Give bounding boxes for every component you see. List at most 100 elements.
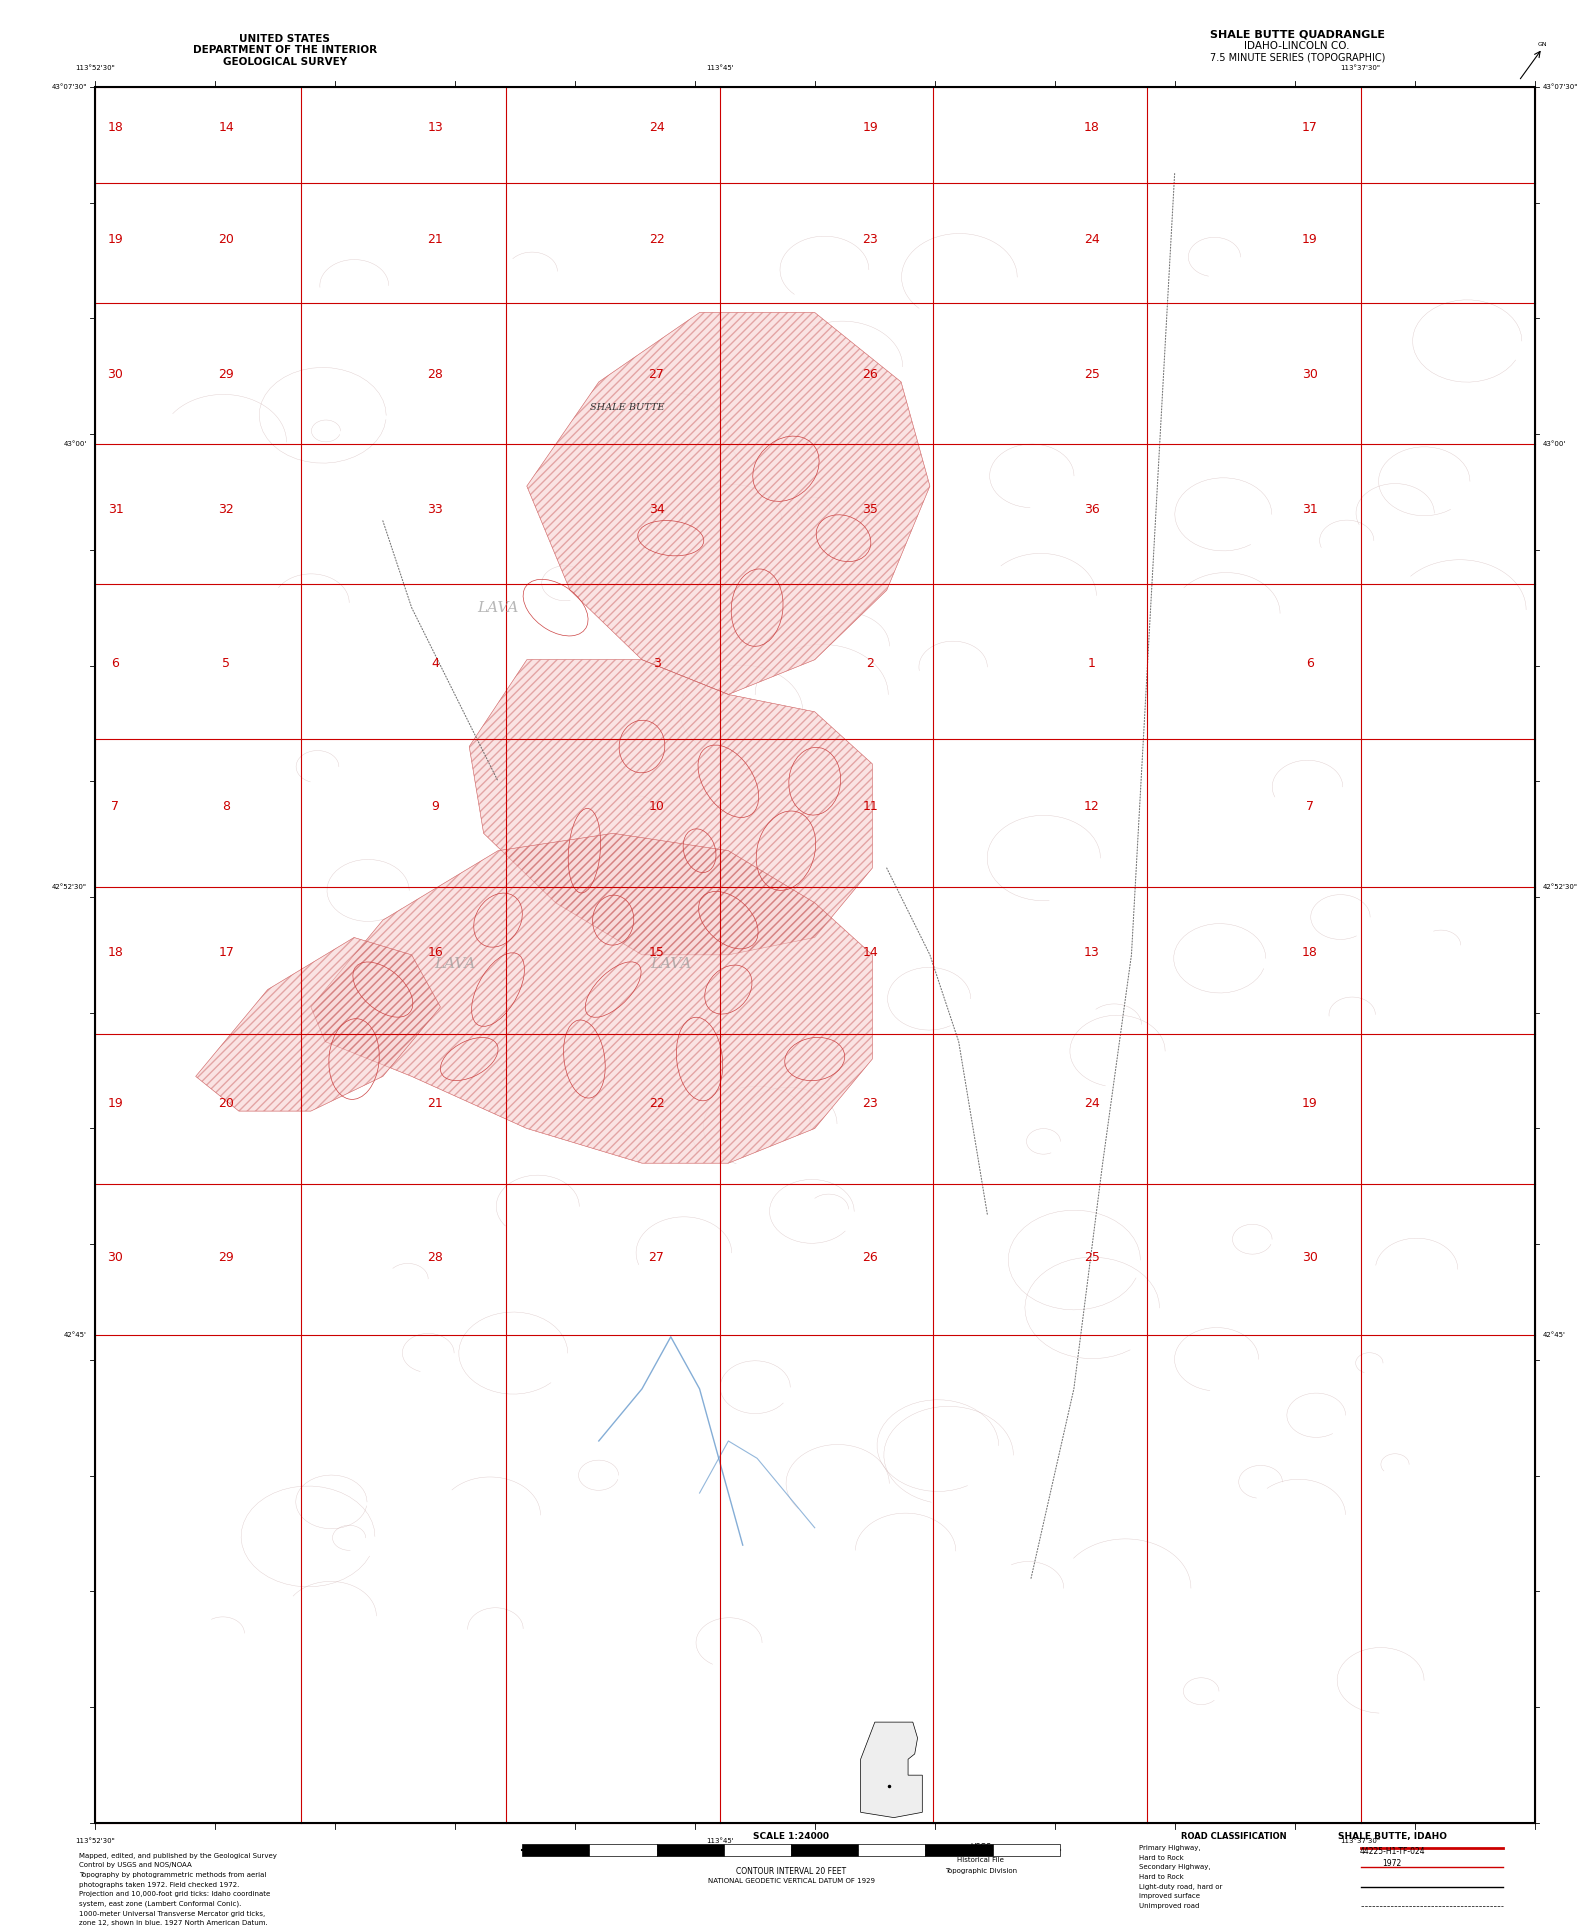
- Text: Light-duty road, hard or: Light-duty road, hard or: [1139, 1883, 1223, 1890]
- Text: 113°52'30": 113°52'30": [74, 1838, 115, 1844]
- Text: Control by USGS and NOS/NOAA: Control by USGS and NOS/NOAA: [79, 1861, 191, 1869]
- Text: 43°00': 43°00': [1542, 440, 1566, 448]
- Text: Primary Highway,: Primary Highway,: [1139, 1844, 1201, 1852]
- Text: 20: 20: [218, 233, 234, 245]
- Text: LAVA: LAVA: [650, 957, 691, 970]
- Text: USGS: USGS: [970, 1844, 992, 1852]
- Text: 42°52'30": 42°52'30": [52, 883, 87, 891]
- Polygon shape: [470, 660, 872, 955]
- Text: 19: 19: [1302, 1098, 1318, 1109]
- Text: 30: 30: [108, 368, 123, 380]
- Text: 26: 26: [862, 1252, 878, 1263]
- Text: 7.5 MINUTE SERIES (TOPOGRAPHIC): 7.5 MINUTE SERIES (TOPOGRAPHIC): [1210, 52, 1384, 64]
- Text: 36: 36: [1084, 503, 1099, 515]
- Text: 19: 19: [1302, 233, 1318, 245]
- Text: 8: 8: [221, 801, 231, 812]
- Text: Historical File: Historical File: [957, 1856, 1005, 1863]
- Text: 19: 19: [108, 233, 123, 245]
- Text: 28: 28: [427, 368, 443, 380]
- Text: 25: 25: [1084, 1252, 1099, 1263]
- Polygon shape: [527, 312, 930, 694]
- Text: 17: 17: [218, 947, 234, 959]
- Text: 26: 26: [862, 368, 878, 380]
- Text: 10: 10: [649, 801, 664, 812]
- Text: 18: 18: [108, 947, 123, 959]
- Text: 22: 22: [649, 1098, 664, 1109]
- Text: 18: 18: [1084, 122, 1099, 133]
- Text: 113°45': 113°45': [706, 66, 734, 71]
- Text: 17: 17: [1302, 122, 1318, 133]
- Text: GEOLOGICAL SURVEY: GEOLOGICAL SURVEY: [223, 56, 346, 68]
- Text: 4: 4: [432, 658, 438, 669]
- Text: 12: 12: [1084, 801, 1099, 812]
- Text: UNITED STATES: UNITED STATES: [239, 33, 331, 44]
- Text: 18: 18: [1302, 947, 1318, 959]
- Bar: [859, 1844, 925, 1856]
- Text: 11: 11: [862, 801, 878, 812]
- Text: 29: 29: [218, 1252, 234, 1263]
- Text: IDAHO-LINCOLN CO.: IDAHO-LINCOLN CO.: [1245, 41, 1349, 52]
- Text: 1972: 1972: [1383, 1860, 1402, 1867]
- Text: Mapped, edited, and published by the Geological Survey: Mapped, edited, and published by the Geo…: [79, 1852, 277, 1860]
- Text: LAVA: LAVA: [433, 957, 476, 970]
- Bar: [925, 1844, 993, 1856]
- Text: 28: 28: [427, 1252, 443, 1263]
- Text: 113°37'30": 113°37'30": [1340, 66, 1381, 71]
- Text: CONTOUR INTERVAL 20 FEET: CONTOUR INTERVAL 20 FEET: [736, 1867, 846, 1875]
- Text: 43°07'30": 43°07'30": [1542, 83, 1577, 91]
- Text: 21: 21: [427, 1098, 443, 1109]
- Text: 9: 9: [432, 801, 438, 812]
- Text: 31: 31: [108, 503, 123, 515]
- Text: 43°00': 43°00': [63, 440, 87, 448]
- Text: 14: 14: [862, 947, 878, 959]
- Text: LAVA: LAVA: [478, 600, 519, 615]
- Text: 20: 20: [218, 1098, 234, 1109]
- Text: Unimproved road: Unimproved road: [1139, 1902, 1199, 1910]
- Text: 34: 34: [649, 503, 664, 515]
- Text: 24: 24: [649, 122, 664, 133]
- Text: 24: 24: [1084, 1098, 1099, 1109]
- Bar: [589, 1844, 657, 1856]
- Text: Topography by photogrammetric methods from aerial: Topography by photogrammetric methods fr…: [79, 1871, 266, 1879]
- Text: 6: 6: [1307, 658, 1313, 669]
- Text: 33: 33: [427, 503, 443, 515]
- Polygon shape: [196, 937, 440, 1111]
- Text: SHALE BUTTE, IDAHO: SHALE BUTTE, IDAHO: [1338, 1833, 1446, 1840]
- Text: 27: 27: [649, 368, 664, 380]
- Text: 21: 21: [427, 233, 443, 245]
- Text: 24: 24: [1084, 233, 1099, 245]
- Bar: [522, 1844, 590, 1856]
- Text: 5: 5: [221, 658, 231, 669]
- Text: 25: 25: [1084, 368, 1099, 380]
- Text: 19: 19: [108, 1098, 123, 1109]
- Text: Hard to Rock: Hard to Rock: [1139, 1873, 1183, 1881]
- Text: 29: 29: [218, 368, 234, 380]
- Text: improved surface: improved surface: [1139, 1892, 1201, 1900]
- Text: 7: 7: [111, 801, 120, 812]
- Text: 14: 14: [218, 122, 234, 133]
- Text: SCALE 1:24000: SCALE 1:24000: [753, 1833, 829, 1840]
- Text: system, east zone (Lambert Conformal Conic).: system, east zone (Lambert Conformal Con…: [79, 1900, 242, 1908]
- Text: 31: 31: [1302, 503, 1318, 515]
- Text: 15: 15: [649, 947, 664, 959]
- Bar: [993, 1844, 1060, 1856]
- Text: GN: GN: [1538, 42, 1547, 48]
- Text: ROAD CLASSIFICATION: ROAD CLASSIFICATION: [1182, 1833, 1286, 1840]
- Text: 32: 32: [218, 503, 234, 515]
- Text: photographs taken 1972. Field checked 1972.: photographs taken 1972. Field checked 19…: [79, 1881, 239, 1888]
- Text: 27: 27: [649, 1252, 664, 1263]
- Text: Hard to Rock: Hard to Rock: [1139, 1854, 1183, 1861]
- Text: 30: 30: [1302, 1252, 1318, 1263]
- Bar: [725, 1844, 791, 1856]
- Text: NATIONAL GEODETIC VERTICAL DATUM OF 1929: NATIONAL GEODETIC VERTICAL DATUM OF 1929: [707, 1877, 875, 1885]
- Bar: [791, 1844, 859, 1856]
- Text: 22: 22: [649, 233, 664, 245]
- Text: 44225-H1-TF-024: 44225-H1-TF-024: [1359, 1848, 1425, 1856]
- Text: 35: 35: [862, 503, 878, 515]
- Text: 23: 23: [862, 233, 878, 245]
- Text: DEPARTMENT OF THE INTERIOR: DEPARTMENT OF THE INTERIOR: [193, 44, 377, 56]
- Polygon shape: [310, 833, 872, 1163]
- Text: 16: 16: [427, 947, 443, 959]
- Text: Topographic Division: Topographic Division: [944, 1867, 1017, 1875]
- Text: 1000-meter Universal Transverse Mercator grid ticks,: 1000-meter Universal Transverse Mercator…: [79, 1910, 266, 1917]
